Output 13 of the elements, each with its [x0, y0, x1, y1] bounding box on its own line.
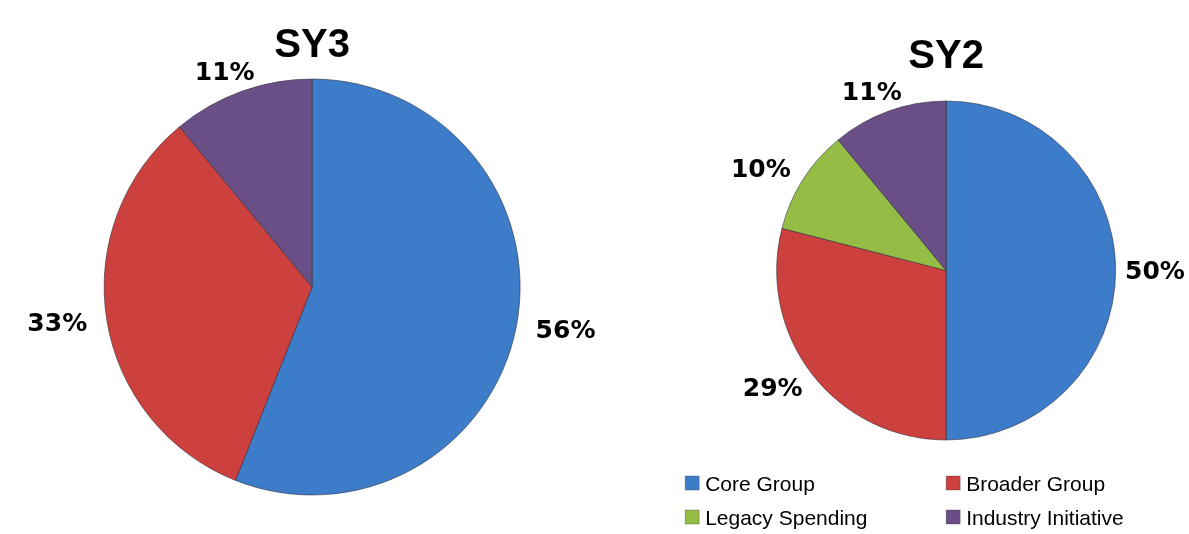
legend-label: Core Group: [705, 471, 815, 495]
data-label: 11%: [194, 56, 255, 86]
data-label: 11%: [841, 76, 902, 106]
data-label: 10%: [730, 153, 791, 183]
chart-title: SY3: [274, 20, 350, 65]
data-label: 50%: [1125, 256, 1185, 285]
data-label: 29%: [742, 372, 803, 402]
data-label: 33%: [27, 308, 88, 338]
legend-label: Industry Initiative: [966, 505, 1124, 529]
data-label: 56%: [535, 315, 596, 345]
legend-label: Legacy Spending: [705, 505, 868, 529]
legend-label: Broader Group: [966, 471, 1106, 495]
chart-title: SY2: [908, 31, 984, 76]
